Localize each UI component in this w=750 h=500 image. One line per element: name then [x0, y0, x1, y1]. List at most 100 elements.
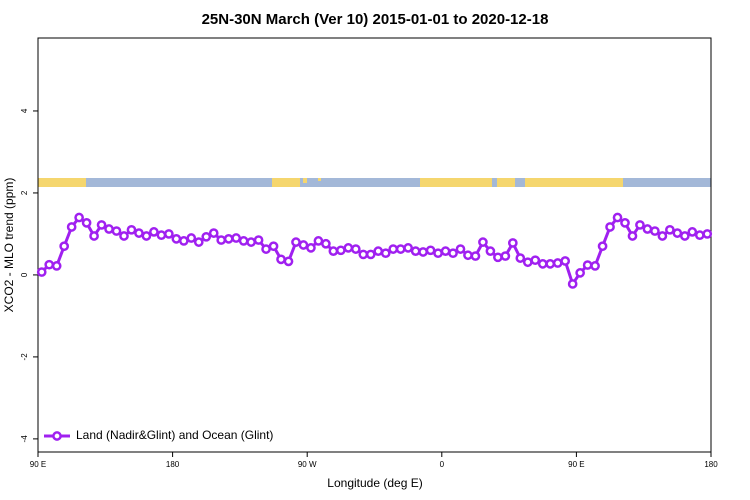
point [679, 231, 690, 241]
point [246, 237, 256, 247]
point [291, 237, 301, 247]
point [627, 231, 638, 241]
land-ocean-strip [38, 178, 711, 187]
point [104, 224, 114, 234]
point [126, 224, 137, 235]
point [149, 227, 159, 237]
point [223, 234, 234, 244]
x-axis-label: Longitude (deg E) [327, 476, 422, 490]
point [448, 248, 458, 259]
point [51, 261, 62, 271]
point [560, 256, 571, 266]
point [665, 224, 675, 235]
chart-title: 25N-30N March (Ver 10) 2015-01-01 to 202… [202, 11, 549, 28]
point [702, 229, 713, 239]
point [134, 228, 144, 238]
x-tick-label: 90 E [568, 460, 584, 469]
y-tick-label: 4 [20, 108, 29, 113]
y-tick-label: -2 [20, 353, 29, 361]
point [119, 231, 129, 241]
point [463, 250, 473, 261]
point [44, 259, 55, 270]
point [59, 241, 70, 252]
point [478, 237, 488, 247]
point [336, 245, 346, 256]
point [530, 255, 541, 266]
point [485, 246, 496, 256]
point [193, 237, 204, 247]
point [418, 247, 428, 257]
point [373, 246, 384, 256]
point [545, 259, 556, 269]
point [500, 251, 511, 261]
point [261, 244, 271, 254]
point [306, 243, 316, 253]
point [635, 220, 645, 230]
point [650, 226, 660, 236]
point [350, 244, 361, 254]
point [687, 227, 698, 237]
legend-marker [52, 431, 62, 441]
point [672, 228, 683, 238]
point [403, 243, 413, 253]
point [186, 233, 197, 243]
point [81, 218, 92, 228]
point [178, 236, 189, 246]
legend-label: Land (Nadir&Glint) and Ocean (Glint) [76, 428, 273, 442]
point [567, 279, 578, 289]
point [164, 229, 174, 239]
point [507, 238, 518, 248]
point [365, 249, 376, 260]
point [552, 258, 563, 268]
x-tick-label: 180 [166, 460, 180, 469]
point [156, 230, 167, 241]
point [425, 245, 436, 256]
point [515, 253, 526, 263]
point [216, 235, 227, 245]
point [36, 267, 47, 277]
point [642, 224, 653, 234]
point [657, 231, 668, 241]
point [231, 233, 242, 243]
point [96, 220, 107, 230]
point [343, 243, 354, 253]
point [276, 254, 286, 265]
point [455, 244, 466, 254]
point [597, 241, 608, 252]
point [380, 248, 391, 259]
x-tick-label: 90 W [298, 460, 317, 469]
point [66, 222, 77, 232]
y-tick-label: -4 [20, 435, 29, 443]
point [433, 248, 443, 259]
point [440, 246, 451, 256]
point [620, 218, 630, 228]
y-axis-label: XCO2 - MLO trend (ppm) [2, 178, 16, 313]
point [470, 251, 481, 261]
point [590, 261, 600, 271]
point [328, 246, 339, 256]
point [171, 234, 182, 244]
point [537, 259, 548, 269]
x-tick-label: 180 [704, 460, 718, 469]
point [268, 241, 279, 252]
point [141, 231, 152, 241]
point [111, 226, 122, 236]
point [283, 256, 294, 267]
point [395, 244, 406, 254]
point [605, 222, 615, 232]
point [358, 249, 369, 260]
x-tick-label: 0 [440, 460, 445, 469]
point [74, 212, 84, 223]
point [208, 228, 219, 238]
point [201, 231, 212, 242]
y-tick-label: 2 [20, 190, 29, 195]
point [522, 257, 533, 268]
point [493, 252, 503, 263]
point [321, 238, 331, 249]
y-tick-label: 0 [20, 272, 29, 277]
point [694, 230, 705, 241]
point [582, 260, 593, 270]
point [388, 244, 399, 254]
plot-frame [37, 37, 712, 453]
point [253, 235, 264, 245]
